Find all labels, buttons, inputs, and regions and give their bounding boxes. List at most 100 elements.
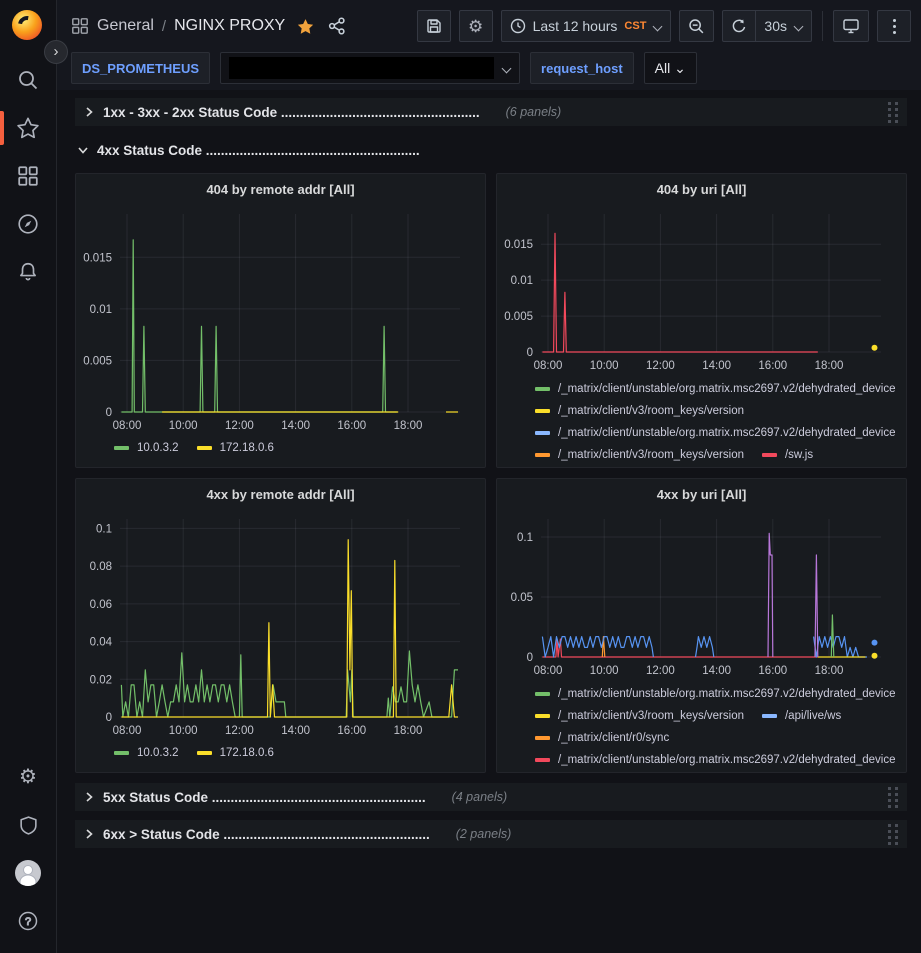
request-host-variable-label[interactable]: request_host bbox=[530, 52, 634, 84]
sidebar-item-help[interactable]: ? bbox=[0, 897, 56, 945]
row-drag-handle[interactable] bbox=[886, 785, 901, 810]
sidebar-item-server-admin[interactable] bbox=[0, 801, 56, 849]
row-title: 1xx - 3xx - 2xx Status Code ............… bbox=[103, 104, 480, 120]
timeseries-chart[interactable]: 08:00 10:00 12:00 14:00 16:00 18:00 0 0.005 0.01… bbox=[497, 204, 891, 376]
kebab-menu-button[interactable] bbox=[877, 10, 911, 42]
row-title: 5xx Status Code ........................… bbox=[103, 789, 426, 805]
sidebar-item-alerting[interactable] bbox=[0, 248, 56, 296]
row-4xx[interactable]: 4xx Status Code ........................… bbox=[75, 135, 907, 165]
sidebar-item-starred[interactable] bbox=[0, 104, 56, 152]
svg-text:18:00: 18:00 bbox=[815, 665, 844, 677]
legend-item[interactable]: /api/live/ws bbox=[761, 710, 842, 722]
panel-title[interactable]: 404 by uri [All] bbox=[656, 181, 747, 197]
svg-text:08:00: 08:00 bbox=[113, 420, 142, 432]
sidebar-item-profile[interactable] bbox=[0, 849, 56, 897]
panel-legend: /_matrix/client/unstable/org.matrix.msc2… bbox=[497, 681, 906, 767]
svg-text:16:00: 16:00 bbox=[758, 360, 787, 372]
datasource-variable-select[interactable] bbox=[220, 52, 521, 84]
request-host-variable-select[interactable]: All ⌄ bbox=[643, 52, 697, 84]
sidebar-item-explore[interactable] bbox=[0, 200, 56, 248]
refresh-button[interactable] bbox=[722, 10, 757, 42]
clock-icon bbox=[510, 18, 525, 34]
legend-label: /_matrix/client/r0/sync bbox=[558, 732, 670, 744]
sidebar: › ⚙ bbox=[0, 0, 68, 953]
zoom-out-button[interactable] bbox=[679, 10, 715, 42]
legend-swatch bbox=[535, 431, 550, 435]
legend-label: /_matrix/client/unstable/org.matrix.msc2… bbox=[558, 383, 896, 395]
svg-text:16:00: 16:00 bbox=[337, 420, 366, 432]
legend-item[interactable]: /_matrix/client/r0/sync bbox=[535, 732, 669, 744]
legend-item[interactable]: /_matrix/client/unstable/org.matrix.msc2… bbox=[535, 427, 896, 439]
legend-item[interactable]: /_matrix/client/v3/room_keys/version bbox=[535, 710, 744, 722]
row-drag-handle[interactable] bbox=[886, 822, 901, 847]
panel-title[interactable]: 4xx by remote addr [All] bbox=[206, 486, 355, 502]
page-title: NGINX PROXY bbox=[174, 17, 286, 34]
svg-text:0: 0 bbox=[527, 347, 533, 359]
help-icon: ? bbox=[18, 911, 38, 931]
legend-item[interactable]: /_matrix/client/unstable/org.matrix.msc2… bbox=[535, 688, 896, 700]
row-6xx[interactable]: 6xx > Status Code ......................… bbox=[75, 820, 907, 848]
toolbar-actions: ⚙ Last 12 hours CST bbox=[416, 10, 911, 42]
refresh-group: 30s bbox=[722, 10, 812, 42]
sidebar-bottom: ⚙ ? bbox=[0, 753, 56, 945]
timeseries-chart[interactable]: 08:00 10:00 12:00 14:00 16:00 18:00 0 0.005 0.01… bbox=[76, 204, 470, 436]
svg-text:0.05: 0.05 bbox=[511, 592, 533, 604]
timeseries-chart[interactable]: 08:00 10:00 12:00 14:00 16:00 18:00 0 0.02 0.04 0… bbox=[76, 509, 470, 741]
panel-title[interactable]: 404 by remote addr [All] bbox=[206, 181, 355, 197]
svg-text:12:00: 12:00 bbox=[225, 725, 254, 737]
datasource-variable-label[interactable]: DS_PROMETHEUS bbox=[71, 52, 211, 84]
panel-404-by-uri: 404 by uri [All] 08:00 10:00 12:00 14:00 16:… bbox=[496, 173, 907, 468]
panel-title[interactable]: 4xx by uri [All] bbox=[656, 486, 747, 502]
panel-grid: 404 by remote addr [All] 08:00 10:00 12:00… bbox=[75, 173, 907, 773]
save-dashboard-button[interactable] bbox=[416, 10, 451, 42]
row-1xx-3xx-2xx[interactable]: 1xx - 3xx - 2xx Status Code ............… bbox=[75, 98, 907, 126]
sidebar-item-settings[interactable]: ⚙ bbox=[0, 753, 56, 801]
sidebar-item-dashboards[interactable] bbox=[0, 152, 56, 200]
time-range-picker[interactable]: Last 12 hours CST bbox=[500, 10, 672, 42]
sidebar-item-search[interactable] bbox=[0, 56, 56, 104]
breadcrumb-section[interactable]: General bbox=[97, 17, 154, 34]
svg-text:08:00: 08:00 bbox=[534, 360, 563, 372]
variables-bar: DS_PROMETHEUS request_host All ⌄ bbox=[71, 52, 911, 84]
svg-text:?: ? bbox=[25, 916, 31, 928]
share-icon[interactable] bbox=[328, 17, 346, 35]
legend-item[interactable]: /_matrix/client/unstable/org.matrix.msc2… bbox=[535, 754, 896, 766]
svg-text:0.1: 0.1 bbox=[517, 532, 533, 544]
legend-item[interactable]: 172.18.0.6 bbox=[196, 747, 274, 759]
svg-text:0.06: 0.06 bbox=[90, 599, 112, 611]
row-drag-handle[interactable] bbox=[886, 100, 901, 125]
grafana-logo[interactable] bbox=[12, 10, 44, 44]
legend-swatch bbox=[535, 736, 550, 740]
toolbar-divider bbox=[822, 11, 823, 41]
legend-item[interactable]: /_matrix/client/v3/room_keys/version bbox=[535, 405, 744, 417]
refresh-interval-select[interactable]: 30s bbox=[756, 10, 812, 42]
legend-item[interactable]: /sw.js bbox=[761, 449, 814, 461]
legend-item[interactable]: 10.0.3.2 bbox=[114, 442, 179, 454]
svg-text:0.01: 0.01 bbox=[511, 275, 533, 287]
redacted-value bbox=[229, 57, 495, 79]
legend-label: /sw.js bbox=[784, 449, 814, 461]
timeseries-chart[interactable]: 08:00 10:00 12:00 14:00 16:00 18:00 0 0.05 0.1 bbox=[497, 509, 891, 681]
favorite-star-icon[interactable] bbox=[297, 18, 314, 35]
panel-legend: 10.0.3.2 172.18.0.6 bbox=[76, 436, 485, 454]
sidebar-expand-button[interactable]: › bbox=[44, 40, 68, 64]
legend-item[interactable]: /_matrix/client/v3/room_keys/version bbox=[535, 449, 744, 461]
legend-item[interactable]: /_matrix/client/unstable/org.matrix.msc2… bbox=[535, 383, 896, 395]
save-icon bbox=[426, 19, 441, 33]
legend-swatch bbox=[196, 446, 212, 450]
svg-text:0.01: 0.01 bbox=[90, 304, 112, 316]
svg-text:10:00: 10:00 bbox=[169, 420, 198, 432]
top-toolbar: General / NGINX PROXY ⚙ Last 12 ho bbox=[71, 8, 911, 44]
chevron-down-icon bbox=[653, 22, 662, 31]
row-5xx[interactable]: 5xx Status Code ........................… bbox=[75, 783, 907, 811]
legend-swatch bbox=[535, 409, 550, 413]
cycle-view-mode-button[interactable] bbox=[833, 10, 869, 42]
legend-item[interactable]: 10.0.3.2 bbox=[114, 747, 179, 759]
legend-swatch bbox=[535, 387, 550, 391]
legend-label: /api/live/ws bbox=[784, 710, 842, 722]
dashboard-settings-button[interactable]: ⚙ bbox=[458, 10, 493, 42]
request-host-value: All ⌄ bbox=[654, 59, 686, 76]
svg-text:0: 0 bbox=[106, 407, 112, 419]
legend-item[interactable]: 172.18.0.6 bbox=[196, 442, 274, 454]
